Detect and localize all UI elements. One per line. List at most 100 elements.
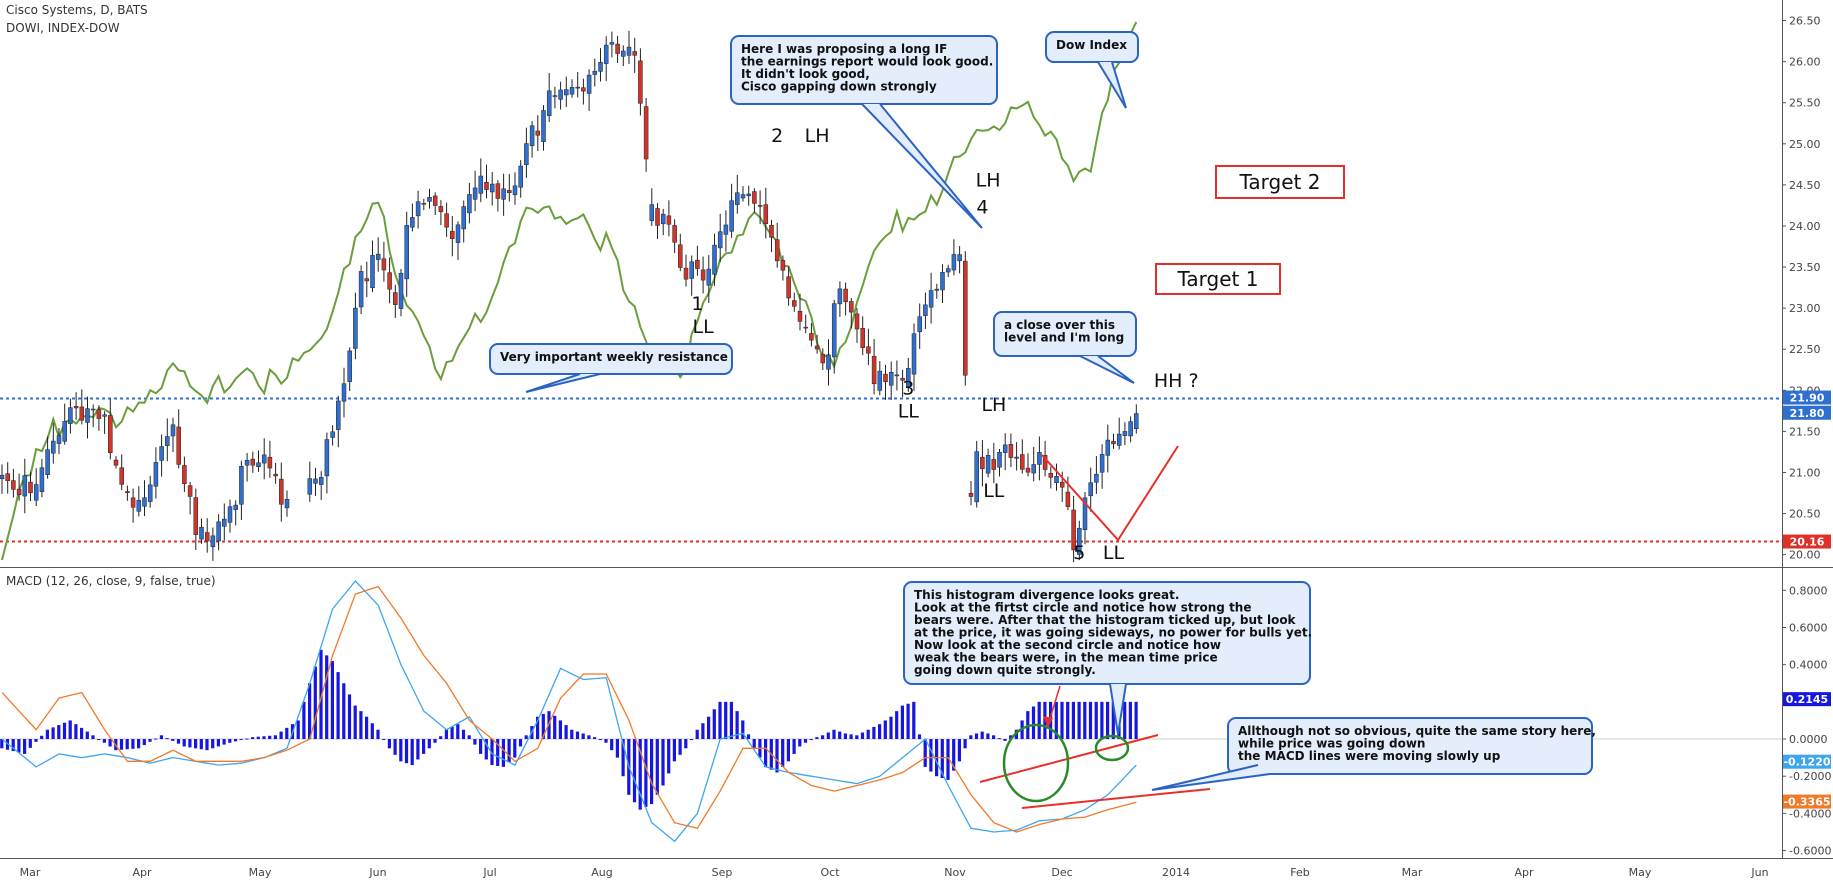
bubble-text-line: Dow Index — [1056, 38, 1127, 52]
histogram-bar — [986, 733, 990, 740]
speech-bubble[interactable]: Allthough not so obvious, quite the same… — [1151, 717, 1596, 791]
price-tick-label: 21.00 — [1789, 467, 1821, 480]
candle-body — [56, 435, 62, 444]
histogram-bar — [826, 732, 830, 740]
histogram-bar — [843, 733, 847, 740]
candle-body — [347, 350, 352, 382]
candle-body — [934, 288, 940, 291]
candle-body — [1099, 454, 1105, 473]
histogram-bar — [393, 739, 397, 755]
candle-body — [507, 190, 512, 194]
candle-body — [1128, 421, 1133, 437]
speech-bubble[interactable]: Here I was proposing a long IF the earni… — [730, 35, 998, 229]
speech-bubble[interactable]: Very important weekly resistance — [489, 343, 733, 393]
reference-lines — [0, 397, 1782, 543]
candle-body — [757, 205, 763, 207]
candle-body — [11, 480, 16, 490]
candle-body — [518, 165, 523, 188]
price-tick-label: 23.00 — [1789, 302, 1821, 315]
histogram-bar — [1128, 701, 1132, 740]
histogram-bar — [803, 739, 808, 743]
wave-label: LH — [805, 125, 830, 147]
candle-body — [28, 481, 33, 494]
wave-label: 3 — [902, 377, 914, 399]
bubble-text-line: going down quite strongly. — [914, 663, 1096, 677]
bubble-tail — [525, 373, 601, 393]
price-tag — [1783, 390, 1831, 405]
histogram-bar — [735, 711, 739, 740]
histogram-bar — [62, 722, 67, 740]
bubble-text-line: Look at the firtst circle and notice how… — [914, 601, 1252, 615]
candle-body — [609, 42, 615, 45]
candle-body — [501, 188, 506, 200]
histogram-bar — [678, 739, 682, 755]
histogram-bar — [963, 739, 967, 749]
histogram-bar — [632, 739, 637, 803]
dow-index-line — [1, 21, 1138, 561]
candle-body — [62, 421, 67, 442]
candle-body — [1134, 413, 1139, 429]
candle-body — [336, 400, 341, 430]
histogram-bar — [222, 739, 226, 745]
speech-bubble[interactable]: This histogram divergence looks great.Lo… — [903, 581, 1312, 735]
candle-body — [985, 455, 991, 474]
histogram-bar — [199, 739, 203, 750]
histogram-bar — [929, 739, 933, 772]
histogram-bar — [821, 735, 825, 740]
histogram-bar — [251, 737, 255, 740]
histogram-bar — [889, 716, 893, 740]
candle-body — [404, 225, 409, 280]
time-tick-label: 2014 — [1162, 866, 1190, 879]
histogram-bar — [256, 736, 260, 740]
bubble-text-line: Very important weekly resistance — [500, 350, 728, 364]
price-tick-label: 24.50 — [1789, 179, 1821, 192]
overlay-title: DOWI, INDEX-DOW — [6, 21, 120, 35]
histogram-bar — [997, 738, 1001, 740]
speech-bubble[interactable]: Dow Index — [1045, 31, 1139, 109]
candle-body — [165, 436, 170, 446]
histogram-bar — [296, 720, 300, 740]
price-tag — [1783, 405, 1831, 420]
candle-body — [1008, 444, 1014, 458]
histogram-bar — [439, 736, 443, 740]
speech-bubble[interactable]: a close over this level and I'm long — [993, 311, 1137, 384]
candle-body — [1116, 433, 1122, 446]
histogram-bar — [946, 739, 950, 780]
histogram-bar — [239, 739, 243, 741]
candle-body — [831, 303, 837, 358]
macd-title: MACD (12, 26, close, 9, false, true) — [6, 574, 216, 588]
histogram-bar — [536, 716, 540, 740]
histogram-bar — [131, 739, 135, 749]
candle-body — [358, 271, 364, 308]
candle-body — [421, 203, 427, 205]
histogram-bar — [262, 736, 266, 740]
histogram-bar — [866, 729, 870, 740]
candle-body — [866, 346, 871, 354]
histogram-bar — [57, 725, 61, 740]
histogram-bar — [553, 715, 557, 740]
histogram-bar — [541, 713, 545, 740]
candle-body — [643, 106, 649, 160]
v-pattern-line — [1041, 445, 1179, 542]
candle-body — [786, 276, 791, 299]
histogram-bar — [80, 727, 84, 740]
candle-body — [244, 459, 250, 466]
histogram-bar — [957, 739, 961, 762]
histogram-bar — [51, 727, 55, 740]
histogram-bar — [427, 739, 431, 749]
histogram-bar — [587, 735, 591, 740]
histogram-bar — [689, 739, 694, 741]
candle-body — [130, 497, 136, 508]
drawings: Here I was proposing a long IF the earni… — [489, 31, 1596, 809]
histogram-bar — [729, 701, 733, 740]
histogram-bar — [450, 726, 454, 740]
candle-body — [660, 213, 666, 225]
candle-body — [489, 183, 495, 193]
histogram-bar — [410, 739, 414, 766]
price-tick-label: 22.50 — [1789, 343, 1821, 356]
candle-body — [210, 535, 216, 548]
candle-body — [752, 191, 757, 204]
bubble-box — [1045, 31, 1139, 63]
candle-body — [712, 244, 717, 275]
